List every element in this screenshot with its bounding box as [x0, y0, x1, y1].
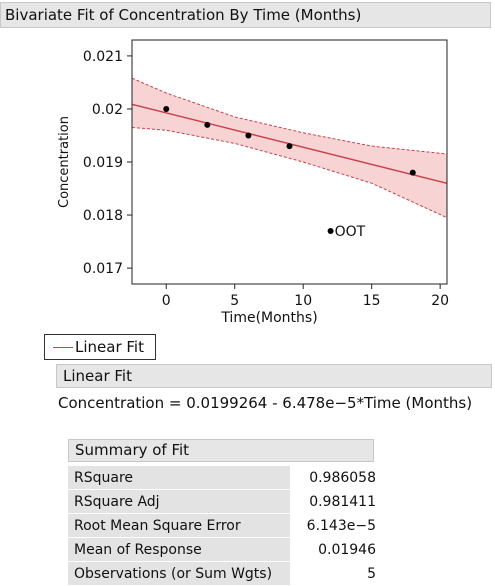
legend-label: Linear Fit: [75, 338, 144, 356]
summary-of-fit-header[interactable]: Summary of Fit: [68, 439, 374, 462]
legend-fit-line-swatch: [53, 347, 73, 348]
summary-of-fit-table: RSquare 0.986058 RSquare Adj 0.981411 Ro…: [68, 466, 382, 586]
stat-label: Observations (or Sum Wgts): [68, 561, 290, 586]
stat-label: RSquare: [68, 466, 290, 490]
y-axis-label: Concentration: [57, 116, 72, 208]
bivariate-scatter-chart: 0.017 0.018 0.019 0.02 0.021 0 5 10 15 20 Time(Mon…: [57, 39, 449, 326]
data-point: [204, 121, 211, 128]
legend[interactable]: Linear Fit: [44, 334, 156, 360]
x-axis-label: Time(Months): [220, 310, 317, 326]
y-tick-label: 0.017: [83, 261, 123, 277]
stat-value: 0.01946: [318, 541, 376, 558]
stat-label: Mean of Response: [68, 537, 290, 562]
stat-value: 5: [367, 565, 376, 582]
table-row: Observations (or Sum Wgts) 5: [68, 561, 382, 586]
summary-of-fit-title: Summary of Fit: [75, 441, 190, 459]
y-tick-label: 0.021: [83, 49, 123, 65]
stat-value: 6.143e−5: [306, 517, 376, 534]
data-point: [245, 132, 252, 139]
linear-fit-header[interactable]: Linear Fit: [56, 364, 492, 388]
table-row: Mean of Response 0.01946: [68, 537, 382, 562]
y-tick-label: 0.018: [83, 208, 123, 224]
linear-fit-title: Linear Fit: [63, 367, 132, 385]
y-tick-label: 0.02: [92, 102, 123, 118]
bivariate-fit-header[interactable]: Bivariate Fit of Concentration By Time (…: [0, 2, 491, 28]
table-row: Root Mean Square Error 6.143e−5: [68, 513, 382, 538]
table-row: RSquare 0.986058: [68, 466, 382, 490]
stat-value: 0.981411: [309, 493, 376, 510]
fit-equation: Concentration = 0.0199264 - 6.478e−5*Tim…: [58, 394, 473, 412]
y-tick-label: 0.019: [83, 155, 123, 171]
stat-value: 0.986058: [309, 469, 376, 486]
stat-label: RSquare Adj: [68, 489, 290, 514]
x-tick-label: 0: [162, 293, 171, 309]
data-point: [286, 143, 293, 150]
x-tick-label: 10: [294, 293, 312, 309]
data-point: [409, 169, 416, 176]
stat-label: Root Mean Square Error: [68, 513, 290, 538]
x-tick-label: 20: [431, 293, 449, 309]
point-label: OOT: [335, 224, 366, 240]
data-point: [163, 105, 170, 112]
table-row: RSquare Adj 0.981411: [68, 489, 382, 514]
x-tick-label: 15: [363, 293, 381, 309]
bivariate-fit-title: Bivariate Fit of Concentration By Time (…: [5, 6, 362, 24]
confidence-lower-line: [131, 127, 448, 219]
x-tick-label: 5: [230, 293, 239, 309]
confidence-upper-line: [131, 77, 448, 155]
data-point: [327, 227, 334, 234]
